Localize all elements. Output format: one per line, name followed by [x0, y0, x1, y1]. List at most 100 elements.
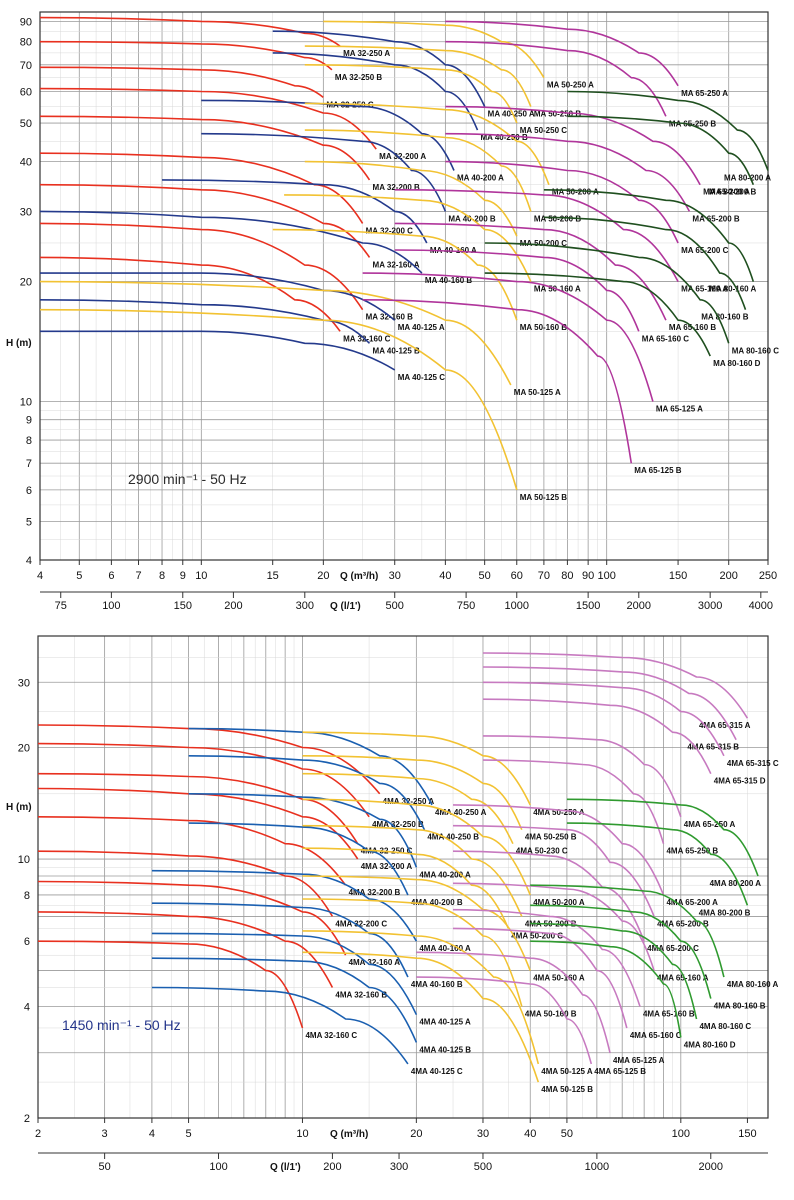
curve-ma-65-250-a — [445, 20, 679, 87]
x-tick-label: 40 — [439, 570, 451, 582]
curve-4ma-50-125-a — [302, 930, 540, 1065]
curve-ma-65-160-b — [394, 222, 667, 321]
curve-label-4ma-65-200-c: 4MA 65-200 C — [647, 944, 699, 953]
curve-ma-40-160-a — [161, 179, 428, 244]
curve-ma-50-250-c — [304, 64, 518, 124]
curve-4ma-40-250-b — [188, 755, 426, 831]
curve-label-4ma-40-125-c: 4MA 40-125 C — [411, 1067, 463, 1076]
x-tick-label: 7 — [135, 570, 141, 582]
curve-label-4ma-80-160-c: 4MA 80-160 C — [699, 1022, 751, 1031]
y-tick-label: 7 — [26, 458, 32, 470]
curve-label-4ma-65-160-c: 4MA 65-160 C — [630, 1031, 682, 1040]
curve-ma-32-250-b — [39, 40, 333, 71]
y-tick-label: 20 — [18, 743, 30, 755]
curve-ma-32-250-c — [39, 66, 324, 99]
curve-label-4ma-32-200-a: 4MA 32-200 A — [361, 862, 413, 871]
curve-label-ma-32-250-c: MA 32-250 C — [326, 100, 374, 109]
x2-tick-label: 200 — [224, 600, 242, 612]
curve-label-ma-32-160-b: MA 32-160 B — [366, 313, 414, 322]
curve-label-ma-40-125-c: MA 40-125 C — [398, 373, 446, 382]
curve-label-4ma-80-200-b: 4MA 80-200 B — [699, 908, 751, 917]
curve-ma-80-200-a — [567, 90, 769, 171]
x-tick-label: 20 — [317, 570, 329, 582]
curve-label-ma-50-250-b: MA 50-250 B — [534, 110, 582, 119]
curve-label-ma-80-200-b: MA 80-200 B — [709, 188, 757, 197]
curve-label-ma-65-125-a: MA 65-125 A — [656, 404, 703, 413]
curve-label-4ma-40-200-b: 4MA 40-200 B — [411, 898, 463, 907]
x-tick-label: 150 — [738, 1128, 756, 1140]
x-tick-label: 250 — [759, 570, 777, 582]
curve-4ma-65-125-b — [416, 976, 593, 1065]
curve-4ma-65-250-a — [482, 735, 682, 818]
y-tick-label: 8 — [26, 435, 32, 447]
x-tick-label: 200 — [720, 570, 738, 582]
curve-4ma-32-160-b — [37, 911, 334, 988]
y-tick-label: 90 — [20, 16, 32, 28]
curve-label-4ma-50-250-b: 4MA 50-250 B — [525, 833, 577, 842]
y-tick-label: 2 — [24, 1113, 30, 1125]
curve-label-4ma-40-200-a: 4MA 40-200 A — [419, 870, 471, 879]
curve-4ma-65-160-b — [452, 908, 641, 1007]
curve-ma-50-250-b — [304, 45, 532, 107]
curve-label-4ma-50-160-a: 4MA 50-160 A — [533, 974, 585, 983]
curve-label-ma-80-200-a: MA 80-200 A — [724, 174, 771, 183]
grid — [38, 636, 768, 1118]
curve-label-ma-65-250-a: MA 65-250 A — [681, 89, 728, 98]
y-axis-label: H (m) — [6, 338, 32, 349]
curve-ma-65-160-c — [394, 249, 640, 332]
curve-label-4ma-32-160-a: 4MA 32-160 A — [349, 958, 401, 967]
x2-tick-label: 3000 — [698, 600, 722, 612]
curve-4ma-65-315-c — [482, 681, 725, 757]
curve-ma-80-160-b — [543, 216, 747, 310]
x2-tick-label: 100 — [102, 600, 120, 612]
x-tick-label: 15 — [267, 570, 279, 582]
curve-4ma-40-160-b — [151, 902, 409, 978]
curve-label-4ma-50-200-c: 4MA 50-200 C — [511, 931, 563, 940]
curve-label-4ma-32-200-c: 4MA 32-200 C — [335, 919, 387, 928]
curve-4ma-65-315-b — [482, 666, 737, 741]
curve-4ma-50-250-b — [302, 755, 523, 831]
curve-ma-32-200-a — [39, 87, 377, 150]
curve-4ma-32-200-c — [37, 850, 334, 917]
curve-label-4ma-80-160-b: 4MA 80-160 B — [714, 1002, 766, 1011]
curve-ma-50-125-b — [39, 308, 518, 491]
curve-label-4ma-40-160-a: 4MA 40-160 A — [419, 944, 471, 953]
curve-label-4ma-50-125-a: 4MA 50-125 A — [541, 1067, 593, 1076]
curve-label-ma-65-160-c: MA 65-160 C — [642, 334, 690, 343]
x2-tick-label: 50 — [98, 1161, 110, 1173]
curve-ma-50-200-c — [304, 160, 518, 237]
curve-ma-40-160-b — [39, 210, 423, 274]
curve-4ma-40-125-c — [151, 986, 409, 1065]
y-tick-label: 60 — [20, 87, 32, 99]
x2-tick-label: 200 — [323, 1161, 341, 1173]
curve-4ma-65-160-a — [452, 882, 655, 971]
curve-ma-50-200-a — [304, 102, 550, 185]
curve-label-ma-50-125-a: MA 50-125 A — [514, 388, 561, 397]
curve-label-ma-80-160-c: MA 80-160 C — [732, 346, 780, 355]
x2-tick-label: 2000 — [627, 600, 651, 612]
curve-4ma-40-250-a — [188, 727, 433, 806]
curve-label-ma-50-200-c: MA 50-200 C — [520, 239, 568, 248]
curve-4ma-50-160-b — [302, 898, 523, 1007]
x-tick-label: 10 — [296, 1128, 308, 1140]
curve-ma-40-200-b — [201, 132, 447, 212]
curve-label-4ma-65-315-d: 4MA 65-315 D — [714, 777, 766, 786]
curve-label-4ma-65-250-a: 4MA 65-250 A — [684, 820, 736, 829]
y-tick-label: 30 — [18, 677, 30, 689]
x2-tick-label: 1000 — [505, 600, 529, 612]
y-tick-label: 6 — [24, 936, 30, 948]
x-tick-label: 5 — [76, 570, 82, 582]
curve-label-4ma-50-200-a: 4MA 50-200 A — [533, 898, 585, 907]
curve-ma-80-160-c — [484, 242, 730, 344]
curve-4ma-80-160-b — [530, 904, 712, 999]
curve-ma-65-125-a — [362, 272, 654, 402]
x-tick-label: 8 — [159, 570, 165, 582]
curve-4ma-80-160-d — [530, 940, 682, 1038]
curve-label-4ma-65-250-b: 4MA 65-250 B — [666, 847, 718, 856]
curve-label-ma-80-160-a: MA 80-160 A — [709, 285, 756, 294]
curve-label-4ma-40-125-a: 4MA 40-125 A — [419, 1018, 471, 1027]
x-tick-label: 10 — [195, 570, 207, 582]
curve-4ma-40-125-b — [151, 957, 418, 1043]
curve-label-ma-65-160-a: MA 65-160 A — [681, 285, 728, 294]
x-tick-label: 5 — [185, 1128, 191, 1140]
